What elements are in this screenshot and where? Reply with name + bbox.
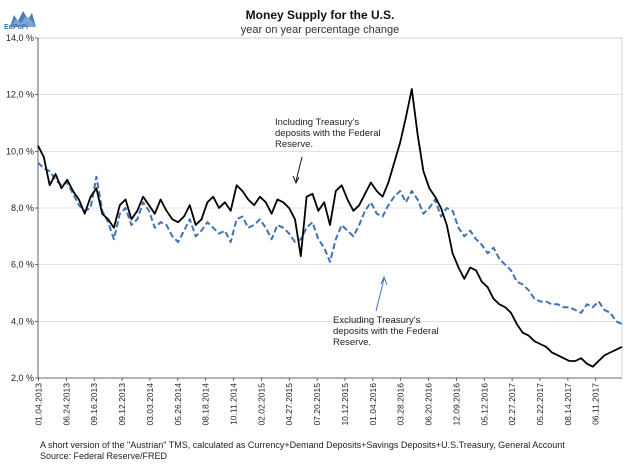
annotation-line: Including Treasury's — [275, 117, 359, 128]
money-supply-chart: 2,0 % 4,0 % 6,0 % 8,0 % 10,0 % 12,0 % 14,0 % 0… — [6, 33, 623, 426]
annotation-line: deposits with the Federal — [275, 128, 381, 139]
y-tick-label: 2,0 % — [11, 373, 34, 383]
y-axis: 2,0 % 4,0 % 6,0 % 8,0 % 10,0 % 12,0 % 14,0 % — [6, 33, 39, 383]
logo-text: EdPoFi — [4, 24, 29, 31]
x-tick-label: 12.09.2016 — [451, 383, 461, 426]
x-tick-label: 02.02.2015 — [256, 383, 266, 426]
arrowhead-icon — [292, 175, 300, 185]
annotations: Including Treasury's deposits with the Fe… — [275, 117, 439, 348]
logo-icon — [10, 11, 36, 27]
x-tick-label: 02.27.2017 — [507, 383, 517, 426]
x-axis: 01.04.2013 06.24.2013 09.16.2013 09.12.2013… — [34, 377, 622, 426]
x-tick-label: 03.03.2014 — [145, 383, 155, 426]
x-tick-label: 06.20.2016 — [424, 383, 434, 426]
x-tick-label: 09.12.2013 — [117, 383, 127, 426]
annotation-including: Including Treasury's deposits with the Fe… — [275, 117, 381, 150]
y-tick-label: 10,0 % — [6, 146, 34, 156]
x-tick-label: 09.16.2013 — [89, 383, 99, 426]
x-tick-label: 01.04.2016 — [368, 383, 378, 426]
grid — [37, 37, 623, 379]
arrowhead-icon — [380, 275, 388, 286]
y-tick-label: 8,0 % — [11, 203, 34, 213]
series-line-including-treasury — [37, 88, 623, 368]
annotation-arrow-including — [295, 156, 303, 182]
x-tick-label: 05.26.2014 — [173, 383, 183, 426]
y-tick-label: 12,0 % — [6, 90, 34, 100]
chart-subtitle: year on year percentage change — [240, 24, 400, 36]
chart-title: Money Supply for the U.S. — [245, 8, 395, 22]
x-tick-label: 10.12.2015 — [340, 383, 350, 426]
footnote-source: Source: Federal Reserve/FRED — [40, 451, 168, 461]
x-tick-label: 06.11.2017 — [591, 383, 601, 425]
annotation-arrow-excluding — [375, 278, 385, 312]
annotation-line: Reserve. — [275, 139, 313, 150]
x-tick-label: 08.18.2014 — [201, 383, 211, 426]
annotation-excluding: Excluding Treasury's deposits with the Fe… — [333, 315, 439, 348]
x-tick-label: 08.14.2017 — [563, 383, 573, 426]
x-tick-label: 06.24.2013 — [61, 383, 71, 426]
x-tick-label: 07.20.2015 — [312, 383, 322, 426]
series-layer — [37, 88, 623, 368]
y-tick-label: 6,0 % — [11, 260, 34, 270]
annotation-line: Excluding Treasury's — [333, 315, 421, 326]
x-tick-label: 04.27.2015 — [284, 383, 294, 426]
x-tick-label: 03.28.2016 — [396, 383, 406, 426]
x-tick-label: 05.12.2016 — [479, 383, 489, 426]
annotation-line: Reserve. — [333, 337, 371, 348]
annotation-line: deposits with the Federal — [333, 326, 439, 337]
x-tick-label: 05.22.2017 — [535, 383, 545, 426]
footnote-definition: A short version of the "Austrian" TMS, c… — [40, 440, 565, 450]
x-tick-label: 10.11.2014 — [229, 383, 239, 425]
x-tick-label: 01.04.2013 — [34, 383, 44, 426]
y-tick-label: 4,0 % — [11, 316, 34, 326]
series-line-excluding-treasury — [37, 161, 623, 326]
y-tick-label: 14,0 % — [6, 33, 34, 43]
